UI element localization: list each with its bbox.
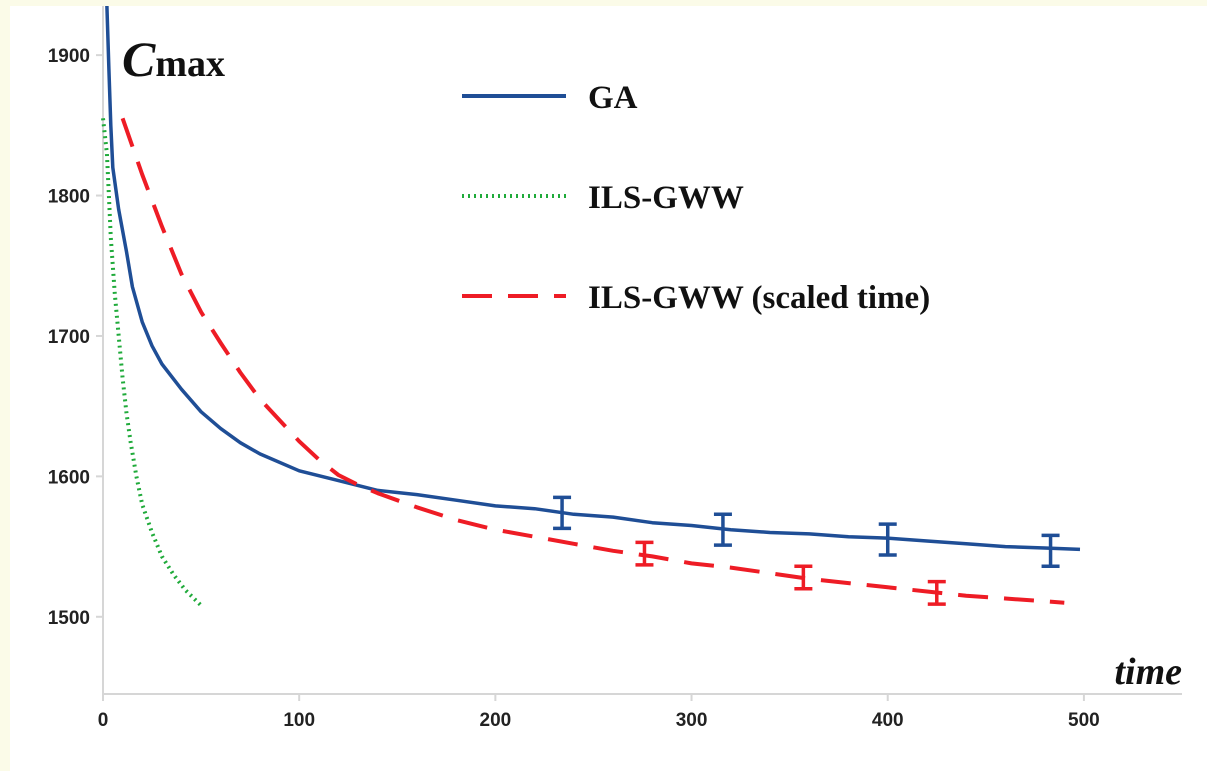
x-ticks: 0 100 200 300 400 500 [98,694,1100,731]
y-axis-label-sub: max [155,43,225,85]
error-bar-ga [1041,533,1060,568]
axes [102,6,1182,695]
series-line-ils-gww-scaled-time [120,117,1065,605]
x-tick-label: 300 [676,710,708,731]
y-tick-label: 1900 [48,46,90,67]
error-bar-ils-gww-scaled-time [794,564,813,591]
legend-label-ga: GA [588,80,638,116]
y-axis-label-main: C [122,31,156,87]
y-tick-label: 1700 [48,327,90,348]
error-bar-ga [713,512,732,547]
x-tick-label: 200 [480,710,512,731]
x-tick-label: 500 [1068,710,1100,731]
error-bar-ga [878,522,897,557]
error-bar-ils-gww-scaled-time [635,540,654,567]
y-tick-label: 1500 [48,608,90,629]
y-tick-label: 1600 [48,467,90,488]
x-axis-label: time [1114,651,1182,693]
error-bar-ga [553,495,572,531]
x-tick-label: 400 [872,710,904,731]
x-tick-label: 100 [283,710,315,731]
chart-frame: 1500 1600 1700 1800 1900 0 100 200 300 400 500 Cm… [10,6,1207,771]
errorbar-layer [553,495,1060,606]
legend-label-ils-gww: ILS-GWW [588,180,744,216]
line-chart: 1500 1600 1700 1800 1900 0 100 200 300 400 500 Cm… [48,6,1182,731]
legend: GA ILS-GWW ILS-GWW (scaled time) [462,80,930,316]
series-layer [101,6,1081,607]
legend-label-ils-gww-scaled: ILS-GWW (scaled time) [588,280,930,316]
error-bar-ils-gww-scaled-time [927,579,946,606]
y-tick-label: 1800 [48,187,90,208]
y-axis-label: Cmax [122,31,225,87]
series-line-ga [105,6,1081,552]
y-ticks: 1500 1600 1700 1800 1900 [48,46,103,629]
x-tick-label: 0 [98,710,109,731]
